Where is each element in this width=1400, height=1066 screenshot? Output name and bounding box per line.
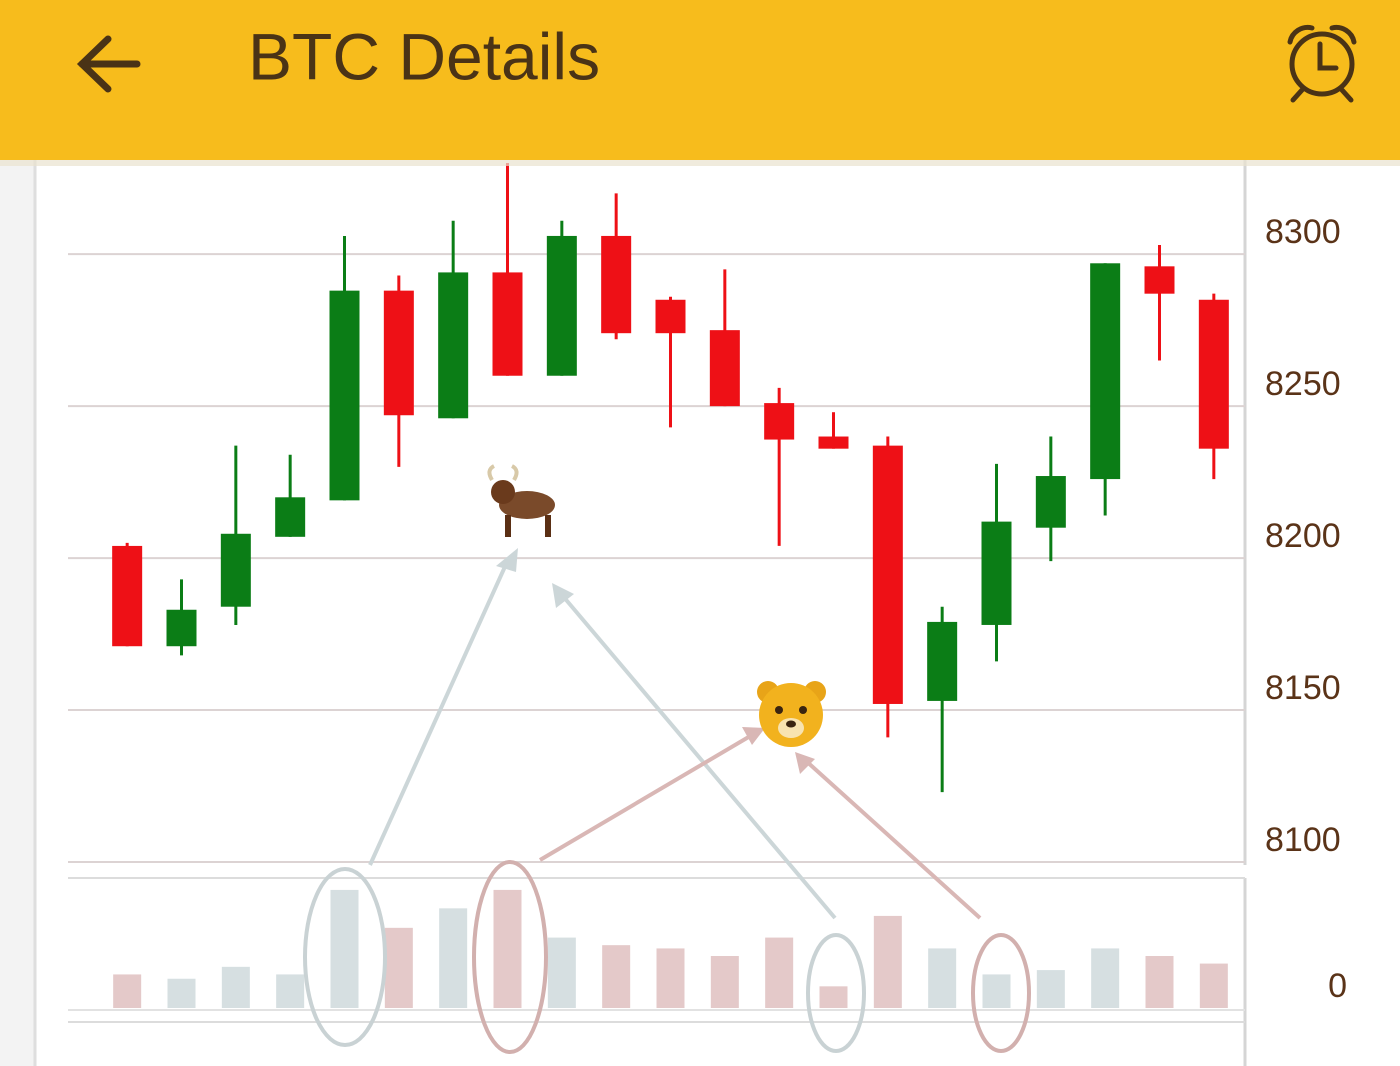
volume-bar [167,978,196,1008]
arrow [803,758,982,920]
arrow [368,559,510,866]
candle-body [818,436,849,449]
volume-bar [276,974,305,1008]
chart-panel [35,160,1400,1066]
alarm-button[interactable] [1287,25,1357,103]
arrow [560,593,837,920]
candle-body [383,290,414,416]
highlight-ellipse [303,867,387,1047]
candle-body [927,621,958,701]
back-button[interactable] [76,35,141,93]
volume-bar [656,948,685,1008]
highlight-ellipse [971,933,1031,1053]
volume-bar [1091,948,1120,1008]
candle-body [492,272,523,376]
candle-body [275,497,306,537]
candle-body [166,609,197,647]
y-tick-label: 8150 [1265,669,1341,707]
volume-bar [602,945,631,1008]
highlight-ellipse [806,933,866,1053]
y-tick-label: 8100 [1265,821,1341,859]
candle-body [220,533,251,607]
app-bar [0,0,1400,160]
volume-tick-label: 0 [1328,967,1347,1005]
candle-body [709,330,740,407]
arrow-head [742,727,765,745]
volume-bar [928,948,957,1008]
volume-bar [1145,956,1174,1008]
volume-bar [873,915,902,1008]
screen-title: BTC Details [248,19,600,93]
y-tick-label: 8250 [1265,365,1341,403]
volume-bar [330,889,359,1008]
candle-body [1198,299,1229,449]
volume-bar [384,927,413,1008]
bull-icon [487,464,555,537]
volume-bar [1036,970,1065,1008]
arrow-head [496,548,518,572]
candle-body [981,521,1012,625]
candle-body [764,403,795,440]
volume-bar [1199,963,1228,1008]
volume-bar [982,974,1011,1008]
candle-body [1144,266,1175,294]
volume-bar [493,889,522,1008]
volume-bar [710,956,739,1008]
volume-bar [547,937,576,1008]
candle-body [546,235,577,376]
arrow [538,733,754,862]
app-bar-shadow [0,160,1400,166]
candle-body [1035,476,1066,528]
candle-body [601,235,632,334]
candle-body [1090,263,1121,480]
y-tick-label: 8200 [1265,517,1341,555]
y-tick-label: 8300 [1265,213,1341,251]
volume-bar [439,908,468,1008]
candle-body [872,445,903,704]
candle-body [438,272,469,419]
arrow-head [795,752,815,774]
candle-body [112,545,143,647]
volume-bar [221,966,250,1008]
candle-body [329,290,360,501]
candle-body [655,299,686,334]
volume-bar [819,986,848,1008]
arrow-head [552,583,574,608]
highlight-ellipse [472,860,548,1054]
volume-bar [765,937,794,1008]
annotations [303,548,1031,1054]
bear-icon [757,681,826,747]
volume-bar [113,974,142,1008]
